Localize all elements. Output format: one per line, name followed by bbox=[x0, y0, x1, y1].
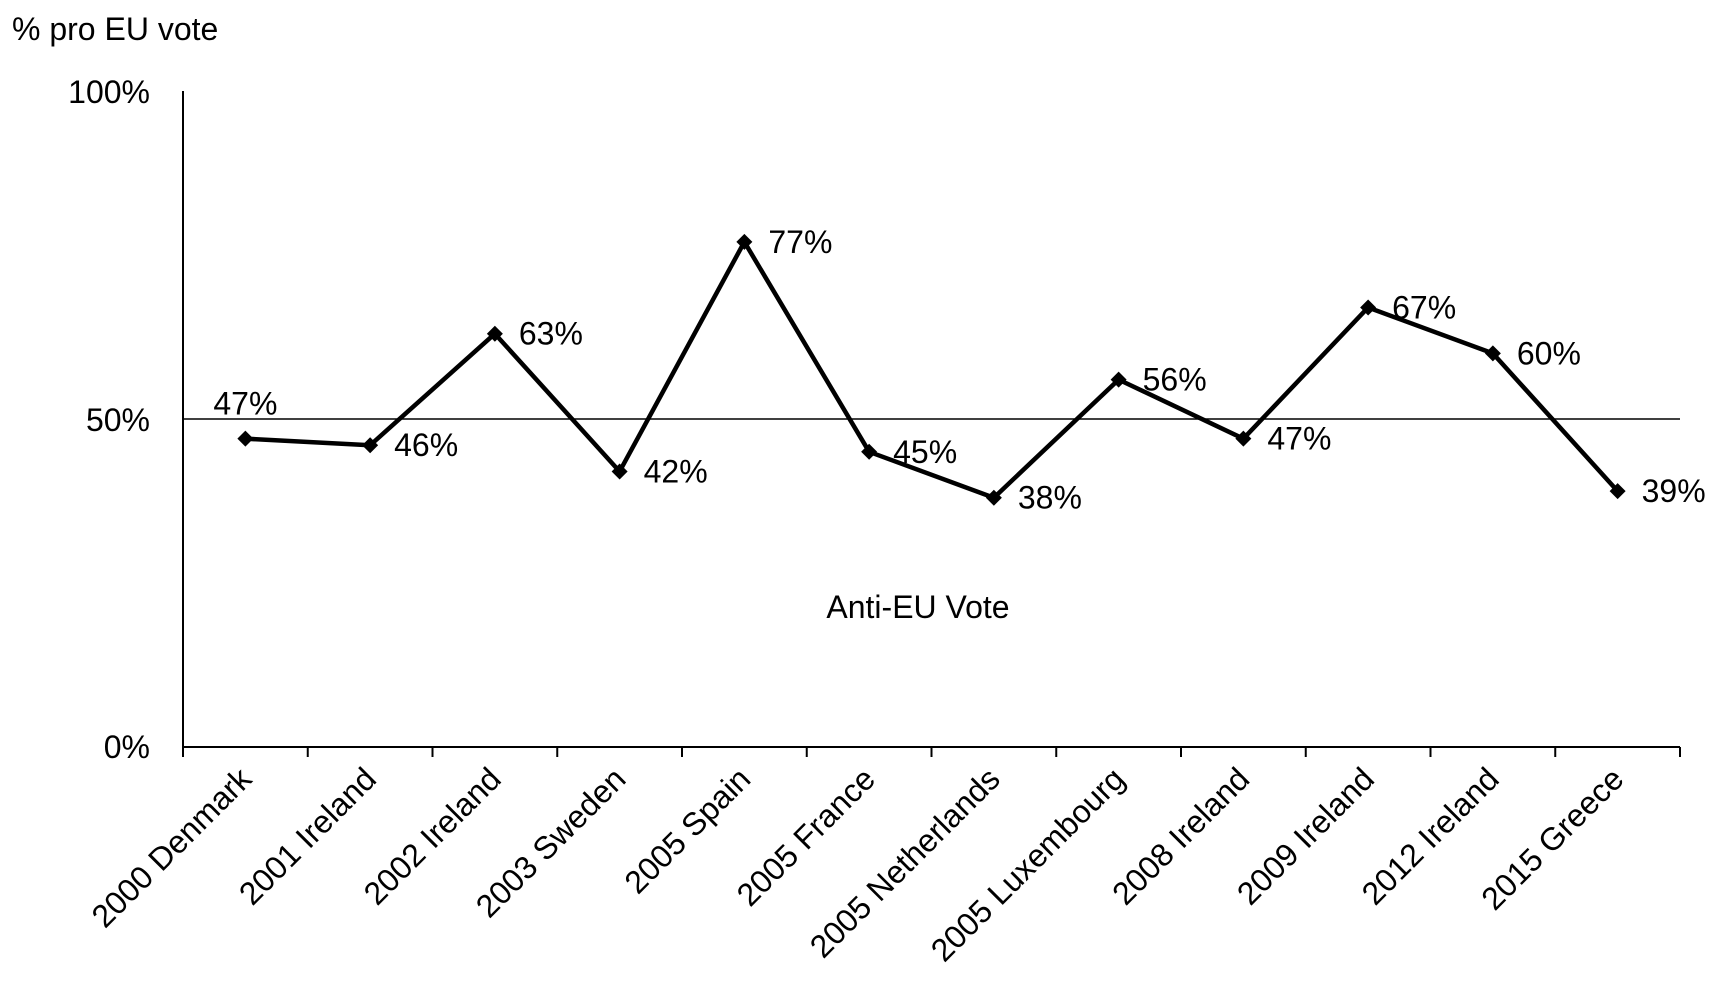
y-tick-label-100: 100% bbox=[68, 74, 150, 110]
data-label: 67% bbox=[1392, 289, 1456, 325]
y-tick-label-50: 50% bbox=[86, 402, 150, 438]
series-markers bbox=[237, 233, 1626, 506]
data-label: 45% bbox=[893, 434, 957, 470]
data-label: 56% bbox=[1143, 362, 1207, 398]
y-tick-label-0: 0% bbox=[104, 729, 150, 765]
data-point-marker bbox=[1609, 483, 1626, 500]
data-point-marker bbox=[1235, 430, 1252, 447]
data-label: 47% bbox=[213, 386, 277, 422]
data-point-marker bbox=[1484, 345, 1501, 362]
data-label: 47% bbox=[1267, 421, 1331, 457]
data-point-marker bbox=[1110, 371, 1127, 388]
x-ticks bbox=[182, 747, 1681, 757]
y-axis-title: % pro EU vote bbox=[12, 11, 218, 47]
data-point-marker bbox=[985, 489, 1002, 506]
data-label: 77% bbox=[768, 224, 832, 260]
data-point-marker bbox=[861, 443, 878, 460]
data-label: 46% bbox=[394, 427, 458, 463]
data-label: 39% bbox=[1642, 473, 1706, 509]
category-label: 2000 Denmark bbox=[84, 760, 259, 935]
data-point-marker bbox=[237, 430, 254, 447]
data-point-marker bbox=[362, 437, 379, 454]
data-point-marker bbox=[486, 325, 503, 342]
data-labels: 47% 46% 63% 42% 77% 45% 38% 56% 47% 67% 60% 39% bbox=[213, 224, 1705, 516]
data-point-marker bbox=[736, 233, 753, 250]
data-label: 42% bbox=[644, 453, 708, 489]
data-label: 38% bbox=[1018, 480, 1082, 516]
data-point-marker bbox=[611, 463, 628, 480]
data-label: 60% bbox=[1517, 335, 1581, 371]
data-label: 63% bbox=[519, 316, 583, 352]
series-line bbox=[245, 239, 1620, 500]
data-point-marker bbox=[1360, 299, 1377, 316]
anti-eu-vote-annotation: Anti-EU Vote bbox=[826, 589, 1009, 625]
